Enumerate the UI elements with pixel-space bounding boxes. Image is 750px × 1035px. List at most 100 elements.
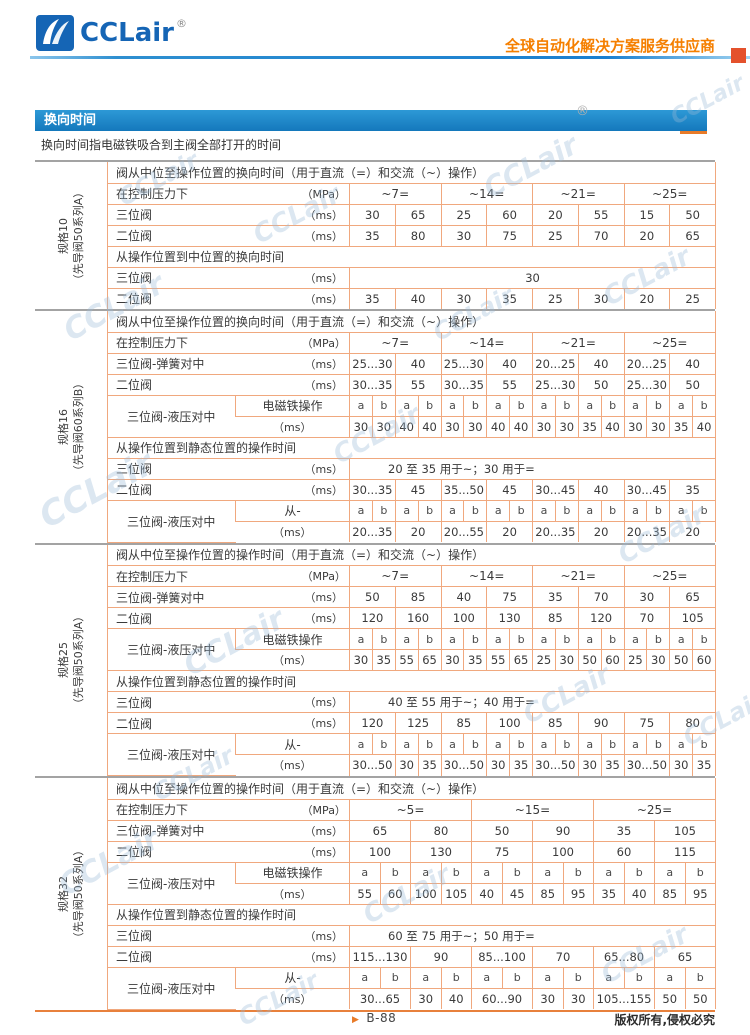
ab-header-cell: b <box>417 628 441 650</box>
value-cell: 30...50 <box>532 754 579 776</box>
row-label: 三位阀-液压对中 <box>107 733 236 776</box>
spec-side-label: 规格10 （先导阀50系列A） <box>56 186 86 285</box>
value-cell: 30 <box>554 416 579 438</box>
side-gutter: 规格25 （先导阀50系列A） <box>35 545 107 777</box>
ab-header-cell: a <box>394 628 419 650</box>
value-cell: 40 <box>577 353 624 375</box>
value-cell: 30 <box>532 416 556 438</box>
value-cell: 50 <box>669 374 716 396</box>
value-cell: 30 <box>440 416 464 438</box>
ab-header-cell: b <box>379 862 411 884</box>
row-label: 三位阀 <box>107 691 299 713</box>
value-cell: 100 <box>440 607 487 629</box>
sub-mode-label: 从- <box>235 733 350 755</box>
pressure-group-header: ~25= <box>623 565 716 587</box>
unit-label: （ms） <box>298 607 350 629</box>
value-cell: 65...80 <box>593 946 655 968</box>
value-cell: 35 <box>532 586 579 608</box>
ab-header-cell: b <box>379 967 411 989</box>
value-cell: 25...30 <box>349 353 396 375</box>
unit-label: （MPa） <box>298 183 350 205</box>
pressure-group-header: ~7= <box>349 183 441 205</box>
value-cell: 20...25 <box>532 353 579 375</box>
row-label: 三位阀 <box>107 204 299 226</box>
value-cell: 40 <box>577 479 624 501</box>
value-cell: 50 <box>654 988 685 1009</box>
ab-header-cell: b <box>692 500 716 522</box>
value-cell: 20 <box>532 204 579 226</box>
unit-label: （ms） <box>298 458 350 480</box>
value-cell: 95 <box>684 883 716 905</box>
value-cell: 95 <box>562 883 594 905</box>
pressure-group-header: ~15= <box>471 799 594 821</box>
pressure-group-header: ~14= <box>440 332 533 354</box>
section-note: 阀从中位至操作位置的操作时间（用于直流（=）和交流（~）操作） <box>107 778 716 800</box>
value-cell: 55 <box>349 883 380 905</box>
value-cell: 60 <box>379 883 411 905</box>
ab-header-cell: a <box>486 628 510 650</box>
ab-header-cell: b <box>692 395 716 417</box>
pressure-group-header: ~25= <box>623 332 716 354</box>
value-cell: 105 <box>440 883 472 905</box>
value-cell: 100 <box>486 712 533 734</box>
value-cell: 20 <box>623 225 670 247</box>
ab-header-cell: a <box>577 395 602 417</box>
value-cell: 40 <box>486 416 510 438</box>
unit-label: （ms） <box>273 992 312 1006</box>
ab-header-cell: b <box>554 628 579 650</box>
unit-label: （ms） <box>273 759 312 773</box>
value-cell: 100 <box>410 883 441 905</box>
value-cell: 30...35 <box>349 479 396 501</box>
ab-header-cell: b <box>417 395 441 417</box>
value-cell-wide: 40 至 55 用于~；40 用于= <box>348 691 716 713</box>
ab-header-cell: a <box>440 395 464 417</box>
spec-section: 规格10 （先导阀50系列A） 阀从中位至操作位置的换向时间（用于直流（=）和交流（… <box>35 160 717 309</box>
pressure-group-header: ~25= <box>623 183 716 205</box>
unit-label: （ms） <box>298 820 350 842</box>
pressure-group-header: ~14= <box>440 183 533 205</box>
value-cell: 35 <box>593 820 655 842</box>
value-cell: 65 <box>349 820 411 842</box>
value-cell: 55 <box>394 649 419 671</box>
row-label: 在控制压力下 <box>107 565 299 587</box>
ab-header-cell: a <box>623 628 647 650</box>
value-cell: 75 <box>471 841 533 863</box>
value-cell: 15 <box>623 204 670 226</box>
value-cell-wide: 30 <box>348 267 716 289</box>
ab-header-cell: b <box>692 733 716 755</box>
value-cell: 50 <box>577 649 602 671</box>
page-number-text: B-88 <box>366 1011 397 1025</box>
row-label: 二位阀 <box>107 841 299 863</box>
value-cell: 30 <box>577 754 602 776</box>
corner-red-square <box>731 48 746 63</box>
value-cell: 30 <box>440 225 487 247</box>
value-cell: 100 <box>349 841 411 863</box>
row-label: 三位阀 <box>107 925 299 947</box>
value-cell: 20 <box>669 521 716 542</box>
value-cell: 115...130 <box>349 946 411 968</box>
ab-header-cell: b <box>646 500 670 522</box>
value-cell: 125 <box>394 712 441 734</box>
value-cell: 70 <box>577 225 624 247</box>
sub-mode-label: 从- <box>235 967 350 989</box>
ab-header-cell: a <box>593 967 624 989</box>
row-label: 二位阀 <box>116 292 153 307</box>
pressure-group-header: ~21= <box>532 183 624 205</box>
value-cell: 30 <box>532 988 563 1009</box>
value-cell: 30 <box>410 988 441 1009</box>
spec-table-area: 规格10 （先导阀50系列A） 阀从中位至操作位置的换向时间（用于直流（=）和交流（… <box>35 160 717 1012</box>
page-header: CCLair ® 全球自动化解决方案服务供应商 <box>35 12 715 56</box>
value-cell: 130 <box>410 841 472 863</box>
value-cell: 30...45 <box>623 479 670 501</box>
value-cell: 30 <box>463 416 487 438</box>
ab-header-cell: b <box>554 395 579 417</box>
row-label: 二位阀 <box>107 712 299 734</box>
ab-header-cell: b <box>463 395 487 417</box>
ab-header-cell: b <box>371 733 396 755</box>
value-cell: 40 <box>669 353 716 375</box>
value-cell-wide: 60 至 75 用于~；50 用于= <box>348 925 716 947</box>
value-cell: 70 <box>623 607 670 629</box>
row-label: 三位阀-液压对中 <box>107 862 236 905</box>
ab-header-cell: a <box>486 395 510 417</box>
ab-header-cell: a <box>654 967 685 989</box>
